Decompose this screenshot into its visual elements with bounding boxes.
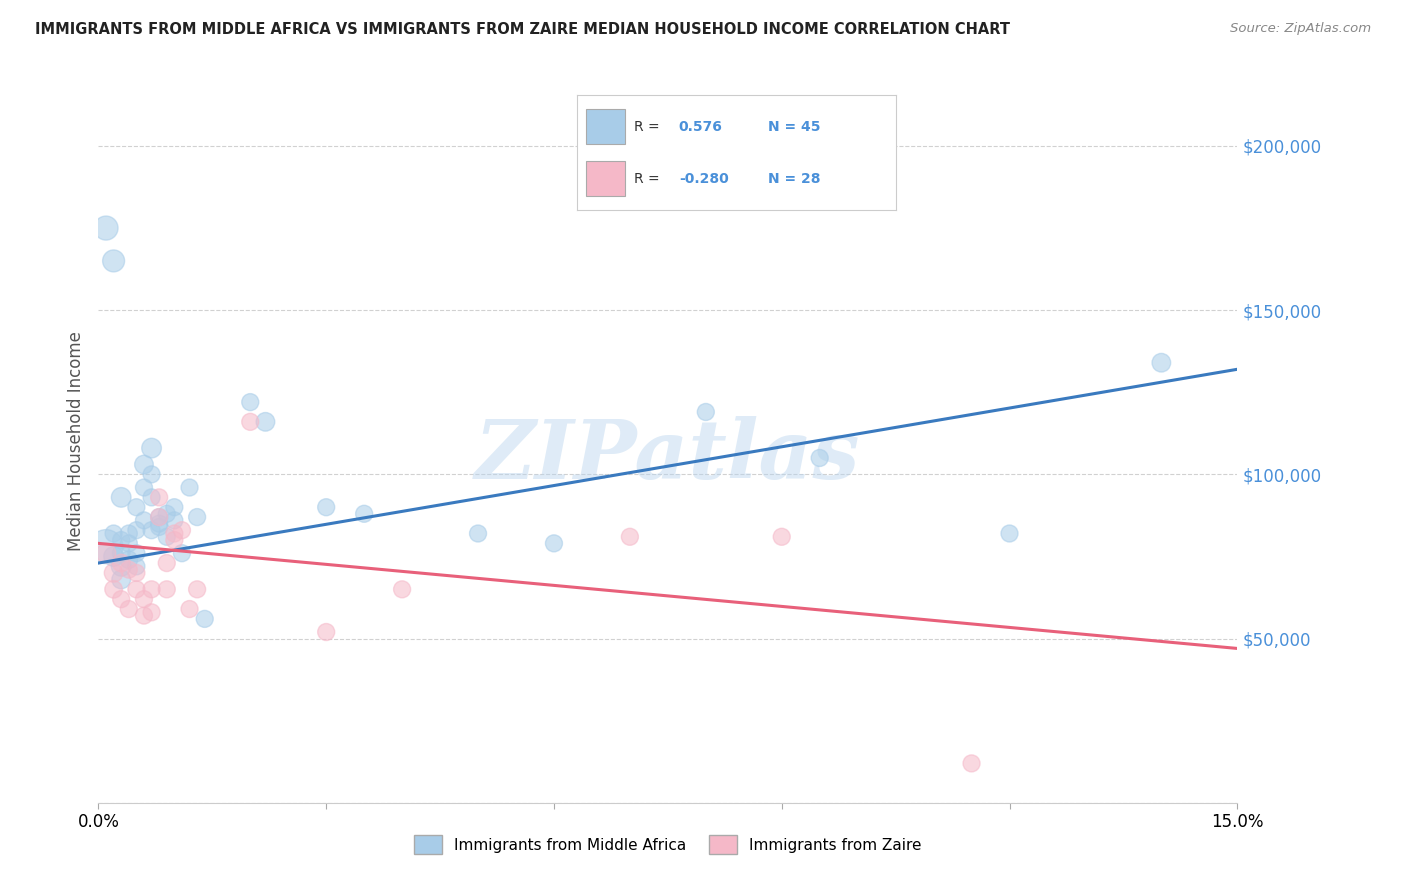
Point <box>141 523 163 537</box>
Point <box>110 559 132 574</box>
Point <box>315 625 337 640</box>
Point <box>186 510 208 524</box>
Point <box>132 608 155 623</box>
Point <box>125 582 148 597</box>
Point <box>132 592 155 607</box>
Point <box>148 491 170 505</box>
Point <box>194 612 217 626</box>
Point <box>110 592 132 607</box>
Point <box>148 510 170 524</box>
Point <box>110 533 132 547</box>
Point <box>141 441 163 455</box>
Point <box>125 546 148 560</box>
Point <box>170 546 193 560</box>
Point <box>148 510 170 524</box>
Point <box>132 481 155 495</box>
Point <box>254 415 277 429</box>
Point <box>141 582 163 597</box>
Point <box>141 491 163 505</box>
Point <box>118 526 141 541</box>
Point <box>125 566 148 580</box>
Point <box>156 530 179 544</box>
Point <box>125 559 148 574</box>
Point <box>239 395 262 409</box>
Point <box>118 553 141 567</box>
Point <box>94 546 117 560</box>
Point <box>186 582 208 597</box>
Point <box>110 556 132 570</box>
Point <box>118 536 141 550</box>
Point <box>94 221 117 235</box>
Point <box>619 530 641 544</box>
Point <box>770 530 793 544</box>
Point <box>110 573 132 587</box>
Text: ZIPatlas: ZIPatlas <box>475 416 860 496</box>
Point <box>163 513 186 527</box>
Point <box>543 536 565 550</box>
Point <box>695 405 717 419</box>
Point <box>353 507 375 521</box>
Point <box>103 253 125 268</box>
Point <box>315 500 337 515</box>
Point <box>103 566 125 580</box>
Point <box>156 582 179 597</box>
Point <box>132 458 155 472</box>
Legend: Immigrants from Middle Africa, Immigrants from Zaire: Immigrants from Middle Africa, Immigrant… <box>408 830 928 860</box>
Point <box>118 563 141 577</box>
Point <box>141 467 163 482</box>
Point <box>103 549 125 564</box>
Point <box>132 513 155 527</box>
Point <box>1150 356 1173 370</box>
Point <box>118 602 141 616</box>
Point <box>163 500 186 515</box>
Point <box>163 526 186 541</box>
Point <box>998 526 1021 541</box>
Text: Source: ZipAtlas.com: Source: ZipAtlas.com <box>1230 22 1371 36</box>
Point <box>156 507 179 521</box>
Point <box>110 491 132 505</box>
Point <box>125 523 148 537</box>
Point <box>94 540 117 554</box>
Point <box>179 481 201 495</box>
Point <box>103 526 125 541</box>
Point <box>103 582 125 597</box>
Y-axis label: Median Household Income: Median Household Income <box>66 332 84 551</box>
Point <box>960 756 983 771</box>
Point <box>467 526 489 541</box>
Point <box>170 523 193 537</box>
Point <box>125 500 148 515</box>
Point <box>391 582 413 597</box>
Point <box>239 415 262 429</box>
Point <box>148 516 170 531</box>
Point <box>141 605 163 619</box>
Point <box>156 556 179 570</box>
Point <box>110 546 132 560</box>
Point <box>808 450 831 465</box>
Point <box>148 520 170 534</box>
Point <box>163 533 186 547</box>
Point <box>179 602 201 616</box>
Text: IMMIGRANTS FROM MIDDLE AFRICA VS IMMIGRANTS FROM ZAIRE MEDIAN HOUSEHOLD INCOME C: IMMIGRANTS FROM MIDDLE AFRICA VS IMMIGRA… <box>35 22 1010 37</box>
